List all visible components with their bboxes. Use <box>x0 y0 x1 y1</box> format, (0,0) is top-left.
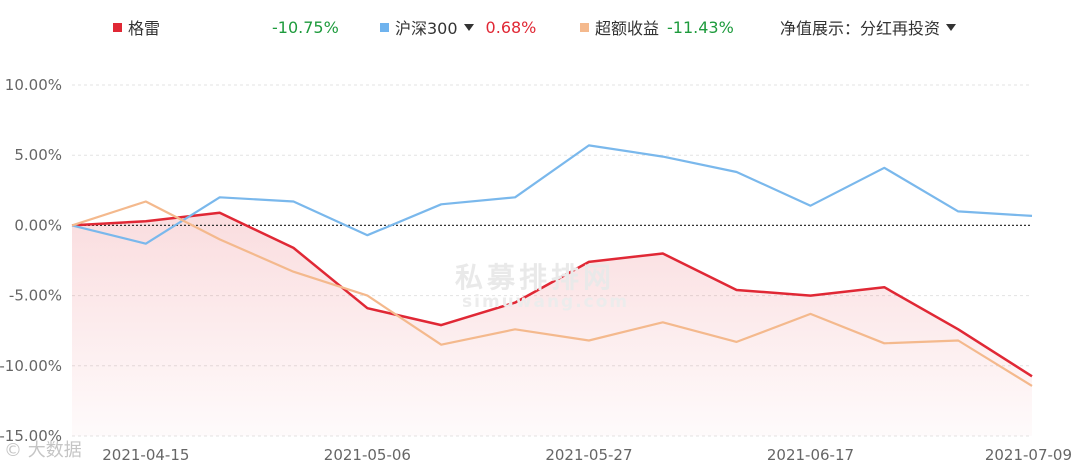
legend-swatch-fund <box>113 22 122 32</box>
chart-legend: 格雷 -10.75% 沪深300 0.68% 超额收益 -11.43% 净值展示… <box>0 0 1080 54</box>
corner-watermark: © 大数据 <box>4 440 82 461</box>
y-tick-label: -15.00% <box>0 427 62 445</box>
legend-swatch-index <box>380 22 389 32</box>
series-line-1 <box>71 144 1033 245</box>
caret-down-icon[interactable] <box>463 23 474 31</box>
y-tick-label: -10.00% <box>0 357 62 375</box>
y-tick-label: 0.00% <box>14 216 62 234</box>
legend-name-excess: 超额收益 <box>595 19 660 38</box>
legend-name-index: 沪深300 <box>395 19 458 38</box>
legend-item-fund[interactable]: 格雷 -10.75% <box>113 14 339 40</box>
watermark-url: simuwang.com <box>462 292 630 312</box>
legend-value-fund: -10.75% <box>272 17 339 37</box>
x-tick-label: 2021-05-06 <box>324 446 411 464</box>
x-tick-label: 2021-04-15 <box>102 446 189 464</box>
legend-item-excess[interactable]: 超额收益 -11.43% <box>580 14 734 40</box>
legend-value-excess: -11.43% <box>667 17 734 37</box>
legend-value-index: 0.68% <box>485 17 537 37</box>
x-tick-label: 2021-07-09 <box>985 446 1072 464</box>
series-line-0 <box>71 211 1033 378</box>
y-tick-label: 5.00% <box>14 146 62 164</box>
x-tick-label: 2021-05-27 <box>545 446 632 464</box>
nav-mode-value: 分红再投资 <box>860 19 941 38</box>
legend-name-fund: 格雷 <box>128 19 161 38</box>
caret-down-icon[interactable] <box>946 23 957 31</box>
y-tick-label: 10.00% <box>5 76 62 94</box>
legend-item-index[interactable]: 沪深300 0.68% <box>380 14 536 40</box>
legend-swatch-excess <box>580 22 589 32</box>
series-line-2 <box>71 200 1033 387</box>
series-area-0 <box>72 212 1032 436</box>
x-tick-label: 2021-06-17 <box>767 446 854 464</box>
nav-mode-dropdown[interactable]: 净值展示： 分红再投资 <box>780 14 957 40</box>
nav-mode-label: 净值展示： <box>780 19 861 38</box>
y-tick-label: -5.00% <box>9 287 62 305</box>
watermark-logo: 私募排排网 <box>455 261 616 294</box>
